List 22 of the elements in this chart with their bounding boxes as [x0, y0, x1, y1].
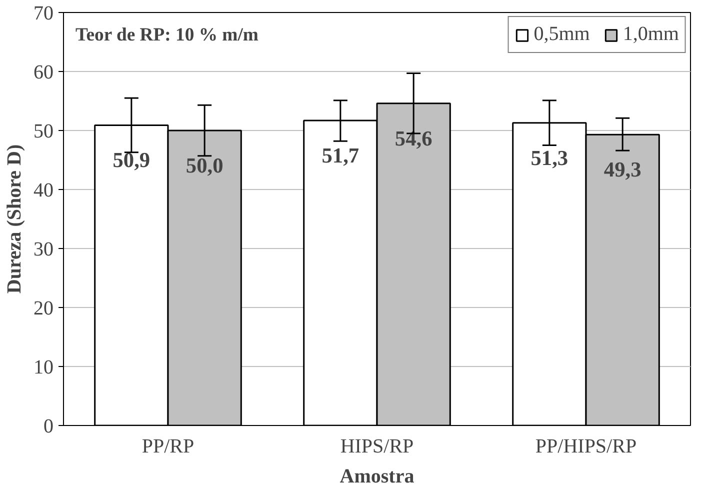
x-tick-label: HIPS/RP [340, 436, 414, 458]
legend-label: 1,0mm [622, 23, 679, 46]
x-tick-label: PP/RP [142, 436, 194, 458]
y-tick-label: 70 [34, 2, 54, 24]
data-label: 51,7 [322, 143, 360, 168]
data-label: 51,3 [530, 146, 568, 170]
x-tick-label: PP/HIPS/RP [535, 436, 637, 458]
data-label: 50,9 [112, 148, 150, 172]
y-tick-label: 40 [34, 180, 54, 202]
y-tick-label: 10 [34, 356, 54, 378]
y-tick-label: 30 [34, 238, 54, 260]
data-label: 50,0 [186, 154, 224, 178]
y-tick-label: 20 [34, 298, 54, 320]
legend-label: 0,5mm [534, 23, 590, 46]
data-label: 49,3 [604, 158, 642, 182]
x-axis-title: Amostra [340, 466, 414, 488]
y-tick-label: 50 [34, 120, 54, 142]
y-tick-label: 0 [44, 416, 54, 438]
data-label: 54,6 [394, 126, 433, 150]
y-axis-title: Dureza (Shore D) [4, 144, 26, 294]
y-tick-label: 60 [34, 62, 54, 84]
annotation: Teor de RP: 10 % m/m [76, 24, 259, 46]
